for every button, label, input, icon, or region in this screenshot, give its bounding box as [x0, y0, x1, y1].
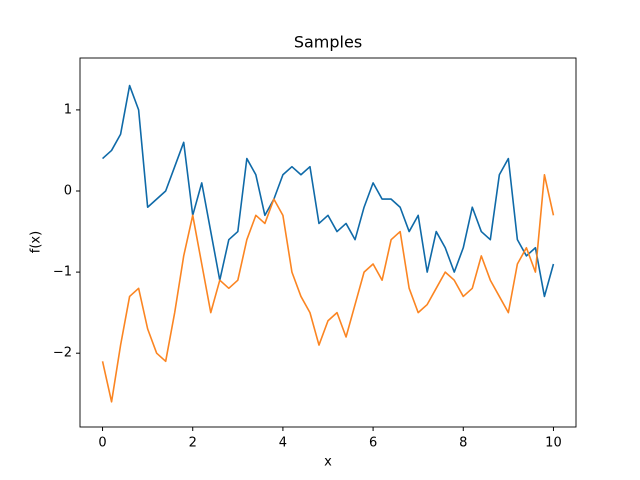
- chart-title: Samples: [294, 33, 362, 52]
- y-axis-label: f(x): [29, 231, 44, 253]
- x-axis-label: x: [324, 455, 332, 470]
- x-tick-label: 4: [279, 436, 287, 451]
- line-series: [101, 173, 555, 403]
- line-series: [102, 84, 555, 298]
- x-tick-label: 0: [98, 436, 106, 451]
- x-tick-label: 2: [189, 436, 197, 451]
- x-tick-label: 10: [545, 436, 562, 451]
- y-tick-label: 0: [64, 184, 72, 199]
- plot-frame: [79, 57, 577, 428]
- y-tick-label: −1: [53, 265, 72, 280]
- y-tick-label: −2: [53, 346, 72, 361]
- x-tick-label: 6: [369, 436, 377, 451]
- x-tick-label: 8: [459, 436, 467, 451]
- y-tick-label: 1: [64, 102, 72, 117]
